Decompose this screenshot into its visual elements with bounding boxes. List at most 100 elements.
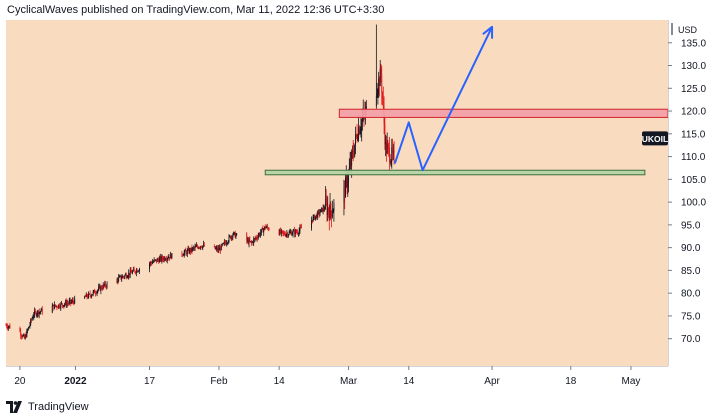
candle-body — [89, 293, 91, 296]
candle-body — [67, 303, 69, 305]
candle-body — [314, 216, 316, 220]
candle-body — [122, 276, 124, 278]
candle-body — [196, 245, 198, 247]
candle-body — [41, 308, 42, 312]
candle-body — [154, 259, 156, 261]
candle-body — [27, 327, 29, 330]
candle-body — [252, 241, 254, 244]
time-tick-label: 14 — [274, 376, 286, 387]
candle-body — [98, 286, 100, 288]
candle-body — [261, 228, 263, 230]
candle-body — [257, 235, 259, 239]
candle-body — [183, 255, 184, 256]
candle-body — [185, 250, 187, 252]
candle-body — [93, 290, 95, 292]
candle-body — [268, 229, 270, 231]
candle-body — [193, 247, 194, 249]
candle-body — [386, 144, 388, 154]
candle-body — [236, 233, 238, 236]
candle-body — [350, 162, 352, 166]
candle-body — [91, 294, 93, 296]
candle-body — [166, 258, 168, 260]
candle-body — [136, 269, 138, 272]
candle-body — [116, 278, 118, 284]
tradingview-brand[interactable]: TradingView — [28, 401, 89, 413]
price-axis: USD 70.0 75.0 80.0 85.0 90.0 95.0 100.0 105.0 110… — [668, 20, 706, 366]
candle-body — [84, 296, 86, 299]
candle-body — [222, 243, 224, 245]
price-axis-unit: USD — [678, 25, 698, 35]
projection-line — [393, 26, 493, 172]
candle-body — [85, 294, 87, 297]
candle-body — [293, 230, 295, 232]
candle-body — [203, 244, 205, 247]
candle-body — [225, 242, 227, 245]
candle-body — [378, 78, 380, 92]
candle-body — [354, 144, 356, 156]
candle-body — [167, 258, 169, 259]
candle-body — [106, 283, 108, 287]
candle-body — [41, 308, 43, 313]
candle-body — [184, 250, 186, 253]
candle-body — [200, 246, 202, 248]
candle-body — [284, 233, 285, 235]
price-tick-label: 85.0 — [681, 266, 701, 277]
candle-body — [315, 214, 317, 217]
candle-body — [25, 335, 27, 337]
candle-body — [301, 227, 302, 229]
symbol-badge-layer: UKOIL — [642, 131, 668, 146]
candle-body — [321, 208, 323, 210]
candle-body — [264, 226, 266, 229]
projection-layer — [393, 25, 494, 172]
candle-body — [390, 160, 392, 164]
candle-body — [73, 301, 75, 304]
candle-body — [233, 232, 235, 234]
candle-body — [102, 284, 104, 289]
candle-body — [94, 290, 96, 294]
candle-body — [311, 219, 313, 222]
candle-body — [60, 303, 62, 308]
time-tick-label: 2022 — [64, 376, 87, 387]
candle-body — [88, 293, 90, 295]
candle-body — [117, 278, 119, 282]
candle-body — [23, 334, 25, 336]
candle-body — [53, 304, 55, 309]
price-chart[interactable]: USD 70.0 75.0 80.0 85.0 90.0 95.0 100.0 105.0 110… — [0, 20, 720, 390]
candle-body — [192, 247, 194, 251]
candle-body — [57, 307, 59, 308]
candle-body — [278, 229, 280, 235]
candle-body — [85, 296, 86, 297]
candle-body — [160, 256, 162, 261]
candle-body — [361, 121, 363, 130]
candle-body — [128, 272, 130, 277]
candle-body — [61, 303, 63, 306]
candle-body — [156, 259, 157, 262]
candle-body — [355, 134, 357, 136]
candle-body — [257, 237, 258, 239]
candle-body — [346, 177, 348, 188]
candle-body — [228, 236, 230, 242]
candle-body — [199, 247, 201, 249]
candle-body — [345, 177, 346, 198]
candle-body — [37, 310, 39, 315]
candle-body — [359, 130, 361, 134]
candle-body — [325, 198, 327, 203]
candle-body — [356, 135, 358, 140]
candle-body — [95, 293, 97, 295]
candle-body — [39, 311, 41, 313]
candle-body — [127, 276, 129, 278]
candle-body — [393, 150, 395, 152]
candle-body — [318, 211, 319, 213]
candle-body — [253, 238, 255, 240]
tradingview-logo-icon — [6, 401, 22, 413]
chart-container[interactable]: USD 70.0 75.0 80.0 85.0 90.0 95.0 100.0 105.0 110… — [0, 20, 720, 390]
candle-body — [381, 75, 383, 93]
candle-body — [126, 277, 128, 279]
candle-body — [201, 247, 203, 249]
candle-body — [345, 177, 347, 178]
candles-layer — [5, 24, 395, 340]
candle-body — [91, 295, 93, 297]
candle-body — [7, 326, 9, 329]
footer: TradingView — [6, 399, 89, 415]
candle-body — [318, 211, 320, 215]
